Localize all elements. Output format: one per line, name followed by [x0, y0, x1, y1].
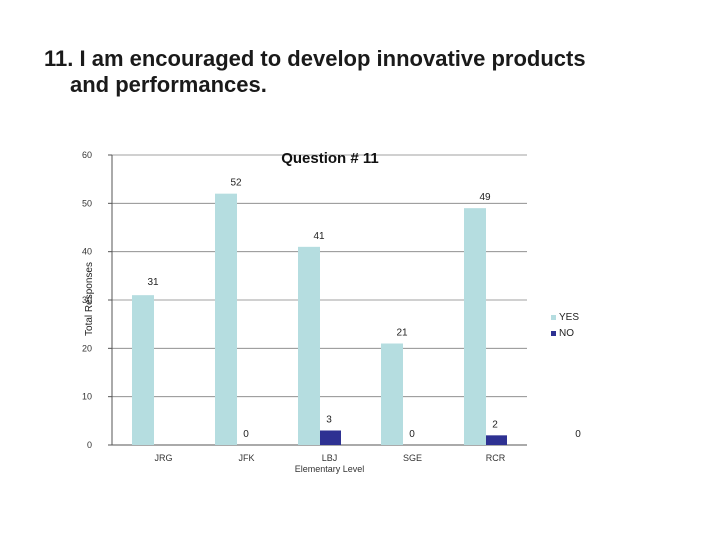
bars [132, 193, 507, 445]
data-label: 0 [243, 429, 249, 440]
axis-ticks: 0 10 20 30 40 50 60 [82, 150, 112, 450]
slide-title-line1: 11. I am encouraged to develop innovativ… [44, 46, 586, 71]
data-labels: 31 0 52 3 41 0 21 2 49 0 [147, 178, 581, 440]
y-tick-label: 40 [82, 247, 92, 257]
y-tick-label: 60 [82, 150, 92, 160]
data-label: 52 [230, 178, 242, 189]
legend-swatch-no [551, 331, 556, 336]
legend-label-no: NO [559, 328, 574, 339]
x-category-label: JFK [238, 453, 254, 463]
y-tick-label: 10 [82, 392, 92, 402]
data-label: 0 [409, 429, 415, 440]
x-category-label: LBJ [322, 453, 338, 463]
legend-swatch-yes [551, 315, 556, 320]
y-tick-label: 20 [82, 343, 92, 353]
bar-yes [298, 246, 320, 445]
data-label: 41 [313, 231, 325, 242]
bar-yes [215, 193, 237, 445]
x-category-label: RCR [486, 453, 506, 463]
data-label: 31 [147, 277, 159, 288]
legend: YES NO [551, 312, 579, 339]
data-label: 0 [575, 429, 581, 440]
x-category-label: Elementary Level [295, 464, 365, 474]
data-label: 49 [479, 192, 491, 203]
data-label: 2 [492, 419, 498, 430]
y-axis-label: Total Responses [84, 262, 95, 336]
y-tick-label: 0 [87, 440, 92, 450]
x-category-label: SGE [403, 453, 422, 463]
y-tick-label: 50 [82, 198, 92, 208]
bar-yes [132, 295, 154, 445]
legend-label-yes: YES [559, 312, 579, 323]
slide-title: 11. I am encouraged to develop innovativ… [44, 46, 586, 99]
y-tick-label: 30 [82, 295, 92, 305]
bar-no [485, 435, 507, 445]
bar-yes [464, 208, 486, 445]
bar-yes [381, 343, 403, 445]
data-label: 3 [326, 415, 332, 426]
slide-title-line2: and performances. [70, 72, 267, 98]
x-category-label: JRG [155, 453, 173, 463]
bar-no [319, 430, 341, 445]
data-label: 21 [396, 328, 408, 339]
chart-title: Question # 11 [281, 150, 379, 167]
